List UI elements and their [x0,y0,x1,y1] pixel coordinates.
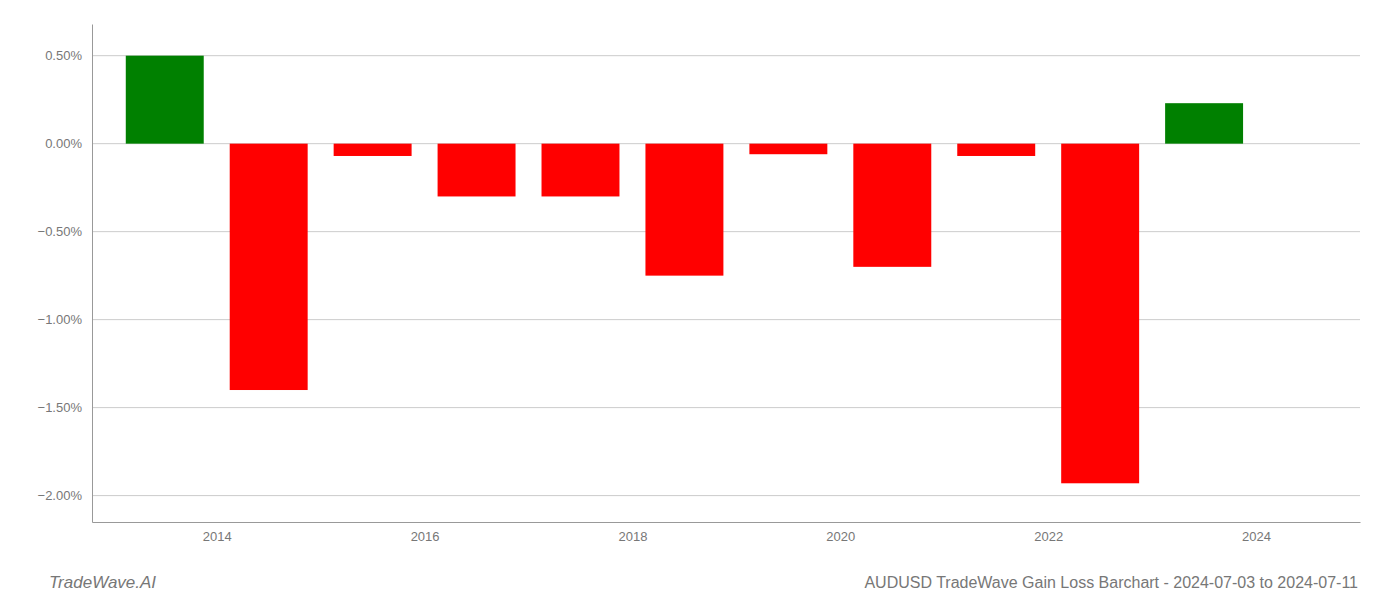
x-tick-label: 2014 [203,529,232,544]
grid-line [92,495,1360,496]
y-tick-label: −2.00% [38,488,83,503]
watermark: TradeWave.AI [49,573,156,592]
bar [230,144,308,390]
x-tick: 2014 [203,522,232,544]
x-tick: 2016 [411,522,440,544]
bar [542,144,620,197]
y-tick: −0.50% [38,224,92,239]
y-axis: −2.00% −1.50% −1.00% −0.50% 0.00% 0.50% [38,25,93,523]
bars [126,56,1243,484]
bar [957,144,1035,156]
x-tick: 2024 [1242,522,1271,544]
y-axis-line [92,25,93,523]
y-tick: −1.50% [38,400,92,415]
x-tick: 2022 [1034,522,1063,544]
y-tick: −1.00% [38,312,92,327]
grid-line [92,407,1360,408]
y-tick-label: 0.50% [45,48,82,63]
bar [438,144,516,197]
bar [645,144,723,276]
bar [1165,103,1243,143]
grid [92,56,1360,496]
y-tick: 0.50% [45,48,92,63]
x-tick: 2020 [826,522,855,544]
x-axis-line [93,522,1361,523]
y-tick-label: 0.00% [45,136,82,151]
bar [749,144,827,155]
y-tick: 0.00% [45,136,92,151]
chart: −2.00%−1.50%−1.00%−0.50%0.00%0.50%201420… [0,0,1400,600]
x-tick: 2018 [618,522,647,544]
bar [853,144,931,267]
x-tick-label: 2016 [411,529,440,544]
x-tick-label: 2024 [1242,529,1271,544]
bar [1061,144,1139,484]
x-tick-label: 2018 [618,529,647,544]
x-tick-label: 2020 [826,529,855,544]
y-tick-label: −1.00% [38,312,83,327]
y-tick-label: −0.50% [38,224,83,239]
grid-line [92,55,1360,56]
background [0,0,1400,600]
y-tick: −2.00% [38,488,92,503]
x-axis: 2014 2016 2018 2020 2022 2024 [93,522,1361,544]
bar [334,144,412,156]
title: AUDUSD TradeWave Gain Loss Barchart - 20… [864,574,1358,591]
bar [126,56,204,144]
y-tick-label: −1.50% [38,400,83,415]
x-tick-label: 2022 [1034,529,1063,544]
